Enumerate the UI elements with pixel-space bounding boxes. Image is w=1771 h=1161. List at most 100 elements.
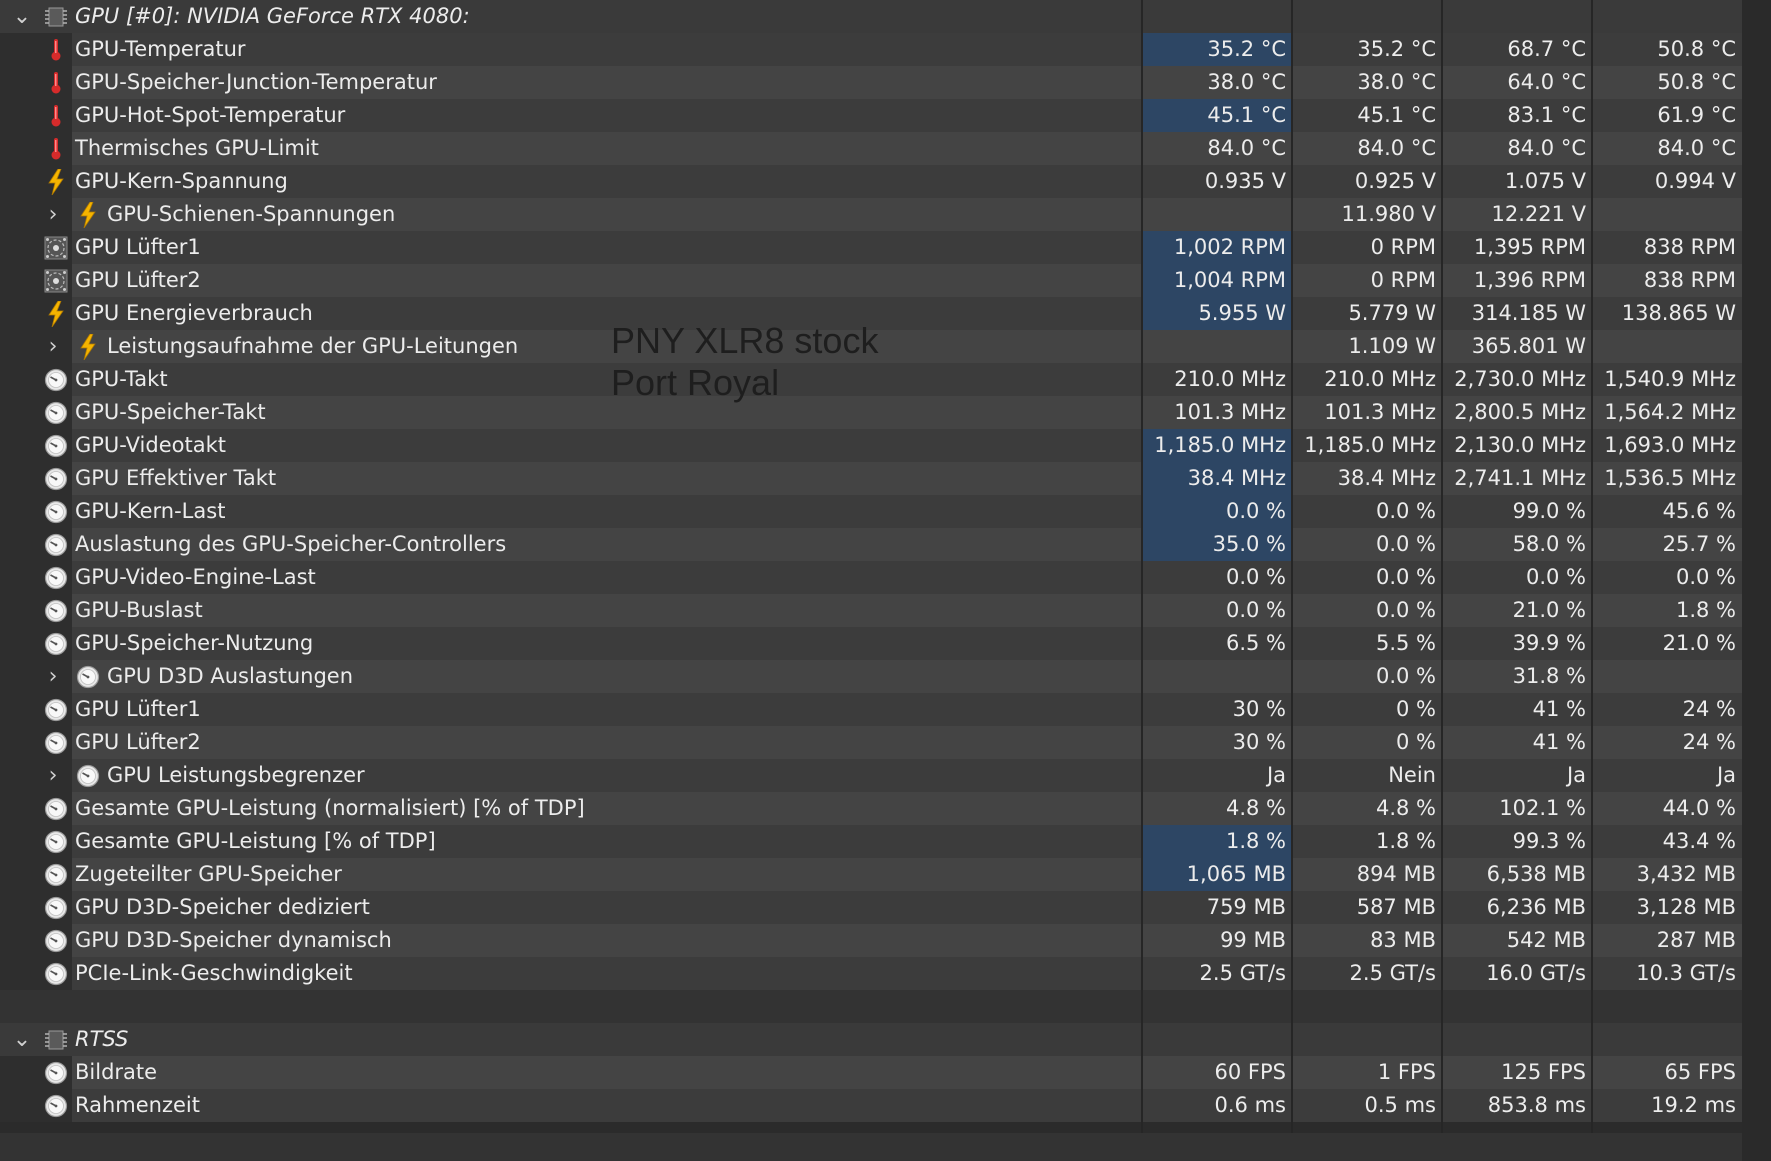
column-separator[interactable] xyxy=(1141,0,1143,1161)
value-current: 0.0 % xyxy=(1225,598,1286,622)
sensor-row-gpu-effektiver-takt[interactable]: GPU Effektiver Takt 38.4 MHz 38.4 MHz 2,741… xyxy=(0,462,1771,495)
sensor-row-gpu-l-fter2[interactable]: GPU Lüfter2 30 % 0 % 41 % 24 % xyxy=(0,726,1771,759)
tree-gutter xyxy=(0,759,72,792)
value-minimum: 0.0 % xyxy=(1375,499,1436,523)
sensor-row-gpu-temperatur[interactable]: GPU-Temperatur 35.2 °C 35.2 °C 68.7 °C 50.8 … xyxy=(0,33,1771,66)
sensor-row-pcie-link-geschwindigkeit[interactable]: PCIe-Link-Geschwindigkeit 2.5 GT/s 2.5 GT/… xyxy=(0,957,1771,990)
sensor-row-zugeteilter-gpu-speicher[interactable]: Zugeteilter GPU-Speicher 1,065 MB 894 MB 6,… xyxy=(0,858,1771,891)
sensor-row-gpu-hot-spot-temperatur[interactable]: GPU-Hot-Spot-Temperatur 45.1 °C 45.1 °C 83.… xyxy=(0,99,1771,132)
column-separator[interactable] xyxy=(1591,0,1593,1161)
value-average: 84.0 °C xyxy=(1657,136,1736,160)
value-maximum: 6,236 MB xyxy=(1486,895,1586,919)
sensor-row-gpu-kern-last[interactable]: GPU-Kern-Last 0.0 % 0.0 % 99.0 % 45.6 % xyxy=(0,495,1771,528)
sensor-row-gpu-l-fter1[interactable]: GPU Lüfter1 30 % 0 % 41 % 24 % xyxy=(0,693,1771,726)
lightning-icon xyxy=(44,301,68,327)
value-minimum: 0.0 % xyxy=(1375,532,1436,556)
tree-gutter xyxy=(0,66,72,99)
value-maximum: 0.0 % xyxy=(1525,565,1586,589)
sensor-label: GPU-Schienen-Spannungen xyxy=(107,202,396,226)
value-maximum: 102.1 % xyxy=(1499,796,1586,820)
value-maximum: 41 % xyxy=(1532,730,1586,754)
sensor-row-gpu-l-fter1[interactable]: GPU Lüfter1 1,002 RPM 0 RPM 1,395 RPM 838 RP… xyxy=(0,231,1771,264)
sensor-label: GPU-Kern-Last xyxy=(75,499,226,523)
value-average: 3,128 MB xyxy=(1636,895,1736,919)
sensor-row-gpu-kern-spannung[interactable]: GPU-Kern-Spannung 0.935 V 0.925 V 1.075 V 0.… xyxy=(0,165,1771,198)
sensor-row-bildrate[interactable]: Bildrate 60 FPS 1 FPS 125 FPS 65 FPS xyxy=(0,1056,1771,1089)
value-maximum: 31.8 % xyxy=(1512,664,1586,688)
value-current: 5.955 W xyxy=(1142,297,1292,330)
value-current xyxy=(1142,198,1292,231)
value-current: 1,002 RPM xyxy=(1142,231,1292,264)
tree-gutter xyxy=(0,132,72,165)
value-average: 50.8 °C xyxy=(1657,37,1736,61)
sensor-row-gpu-speicher-junction-temperatur[interactable]: GPU-Speicher-Junction-Temperatur 38.0 °C 3… xyxy=(0,66,1771,99)
value-minimum: Nein xyxy=(1388,763,1436,787)
value-minimum: 45.1 °C xyxy=(1357,103,1436,127)
value-current: 0.0 % xyxy=(1225,565,1286,589)
value-minimum: 38.4 MHz xyxy=(1337,466,1436,490)
sensor-label: GPU-Hot-Spot-Temperatur xyxy=(75,103,346,127)
sensor-row-gesamte-gpu-leistung-normalisiert-of-tdp[interactable]: Gesamte GPU-Leistung (normalisiert) [% o… xyxy=(0,792,1771,825)
value-maximum: 68.7 °C xyxy=(1507,37,1586,61)
value-maximum: 1,395 RPM xyxy=(1473,235,1586,259)
group-title: RTSS xyxy=(75,1027,129,1051)
sensor-row-gpu-speicher-takt[interactable]: GPU-Speicher-Takt 101.3 MHz 101.3 MHz 2,800… xyxy=(0,396,1771,429)
value-current: 759 MB xyxy=(1206,895,1286,919)
sensor-row-gpu-d3d-auslastungen[interactable]: › GPU D3D Auslastungen 0.0 % 31.8 % xyxy=(0,660,1771,693)
sensor-row-gpu-video-engine-last[interactable]: GPU-Video-Engine-Last 0.0 % 0.0 % 0.0 % 0.0 … xyxy=(0,561,1771,594)
value-maximum: 1.075 V xyxy=(1504,169,1586,193)
sensor-row-gpu-d3d-speicher-dediziert[interactable]: GPU D3D-Speicher dediziert 759 MB 587 MB 6,… xyxy=(0,891,1771,924)
group-header[interactable]: ⌄ RTSS xyxy=(0,1023,1771,1056)
value-average: 287 MB xyxy=(1656,928,1736,952)
sensor-row-gpu-buslast[interactable]: GPU-Buslast 0.0 % 0.0 % 21.0 % 1.8 % xyxy=(0,594,1771,627)
tree-gutter xyxy=(0,33,72,66)
chevron-right-icon[interactable]: › xyxy=(48,202,58,227)
group-header[interactable]: ⌄ GPU [#0]: NVIDIA GeForce RTX 4080: xyxy=(0,0,1771,33)
value-minimum: 0 % xyxy=(1396,697,1436,721)
sensor-label: GPU-Buslast xyxy=(75,598,203,622)
chevron-right-icon[interactable]: › xyxy=(48,763,58,788)
sensor-row-leistungsaufnahme-der-gpu-leitungen[interactable]: › Leistungsaufnahme der GPU-Leitungen 1.10… xyxy=(0,330,1771,363)
sensor-row-gpu-l-fter2[interactable]: GPU Lüfter2 1,004 RPM 0 RPM 1,396 RPM 838 RP… xyxy=(0,264,1771,297)
sensor-row-gpu-schienen-spannungen[interactable]: › GPU-Schienen-Spannungen 11.980 V 12.221 V xyxy=(0,198,1771,231)
sensor-label: GPU Lüfter1 xyxy=(75,235,201,259)
chevron-right-icon[interactable]: › xyxy=(48,334,58,359)
clock-icon xyxy=(44,599,68,623)
value-minimum: 0 RPM xyxy=(1370,268,1436,292)
chip-icon xyxy=(44,1028,68,1052)
value-average: 1.8 % xyxy=(1675,598,1736,622)
value-minimum: 0.925 V xyxy=(1354,169,1436,193)
value-average: 21.0 % xyxy=(1662,631,1736,655)
value-minimum: 84.0 °C xyxy=(1357,136,1436,160)
sensor-row-gpu-energieverbrauch[interactable]: GPU Energieverbrauch 5.955 W 5.779 W 314.18… xyxy=(0,297,1771,330)
value-maximum: 12.221 V xyxy=(1491,202,1586,226)
empty-area xyxy=(0,1133,1742,1161)
column-separator[interactable] xyxy=(1441,0,1443,1161)
column-separator[interactable] xyxy=(1291,0,1293,1161)
value-minimum: 0 RPM xyxy=(1370,235,1436,259)
value-average: 0.994 V xyxy=(1654,169,1736,193)
value-minimum: 2.5 GT/s xyxy=(1349,961,1436,985)
chevron-down-icon[interactable]: ⌄ xyxy=(12,4,32,29)
chevron-down-icon[interactable]: ⌄ xyxy=(12,1027,32,1052)
sensor-row-gpu-leistungsbegrenzer[interactable]: › GPU Leistungsbegrenzer Ja Nein Ja Ja xyxy=(0,759,1771,792)
sensor-row-thermisches-gpu-limit[interactable]: Thermisches GPU-Limit 84.0 °C 84.0 °C 84.0 … xyxy=(0,132,1771,165)
sensor-row-gpu-videotakt[interactable]: GPU-Videotakt 1,185.0 MHz 1,185.0 MHz 2,130… xyxy=(0,429,1771,462)
clock-icon xyxy=(44,797,68,821)
sensor-label: GPU-Temperatur xyxy=(75,37,246,61)
value-minimum: 1 FPS xyxy=(1377,1060,1436,1084)
sensor-row-gpu-speicher-nutzung[interactable]: GPU-Speicher-Nutzung 6.5 % 5.5 % 39.9 % 21.0… xyxy=(0,627,1771,660)
value-maximum: 365.801 W xyxy=(1471,334,1586,358)
value-maximum: 6,538 MB xyxy=(1486,862,1586,886)
value-average: 0.0 % xyxy=(1675,565,1736,589)
sensor-label: GPU Effektiver Takt xyxy=(75,466,277,490)
sensor-row-gpu-takt[interactable]: GPU-Takt 210.0 MHz 210.0 MHz 2,730.0 MHz 1,5… xyxy=(0,363,1771,396)
chevron-right-icon[interactable]: › xyxy=(48,664,58,689)
sensor-row-auslastung-des-gpu-speicher-controllers[interactable]: Auslastung des GPU-Speicher-Controllers 3… xyxy=(0,528,1771,561)
sensor-label: Zugeteilter GPU-Speicher xyxy=(75,862,342,886)
sensor-row-rahmenzeit[interactable]: Rahmenzeit 0.6 ms 0.5 ms 853.8 ms 19.2 ms xyxy=(0,1089,1771,1122)
sensor-row-gesamte-gpu-leistung-of-tdp[interactable]: Gesamte GPU-Leistung [% of TDP] 1.8 % 1.8 … xyxy=(0,825,1771,858)
sensor-label: Gesamte GPU-Leistung (normalisiert) [% o… xyxy=(75,796,585,820)
value-average: 24 % xyxy=(1682,697,1736,721)
sensor-row-gpu-d3d-speicher-dynamisch[interactable]: GPU D3D-Speicher dynamisch 99 MB 83 MB 542 … xyxy=(0,924,1771,957)
